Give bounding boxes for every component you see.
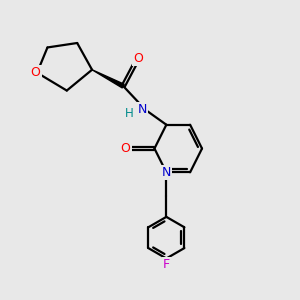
- Text: H: H: [125, 107, 134, 120]
- Text: O: O: [121, 142, 130, 155]
- Text: O: O: [31, 66, 40, 79]
- Text: F: F: [163, 258, 170, 271]
- Text: N: N: [162, 166, 171, 179]
- Text: O: O: [133, 52, 143, 65]
- Polygon shape: [92, 70, 124, 88]
- Text: N: N: [137, 103, 147, 116]
